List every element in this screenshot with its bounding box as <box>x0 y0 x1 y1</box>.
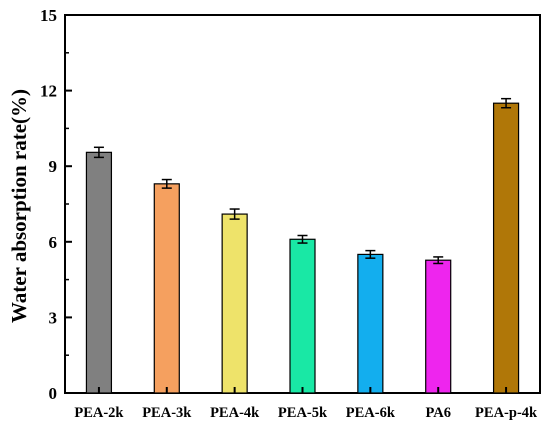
bar <box>153 183 180 394</box>
plot-area: 0 3 6 9 12 15 PEA-2k PEA-3k PEA-4k PEA-5k PEA-6k PA… <box>40 6 541 421</box>
x-tick-label: PEA-5k <box>278 405 328 421</box>
bar <box>492 102 520 394</box>
x-tick-label: PA6 <box>425 405 451 421</box>
bar <box>357 253 384 394</box>
x-tick-label: PEA-6k <box>346 405 396 421</box>
bar <box>425 259 452 394</box>
x-tick-label: PEA-3k <box>142 405 192 421</box>
y-tick-label: 3 <box>49 308 58 327</box>
y-tick-label: 12 <box>40 82 57 101</box>
y-tick-label: 15 <box>40 6 57 25</box>
y-tick-label: 0 <box>49 384 58 403</box>
x-tick-label: PEA-p-4k <box>475 405 538 421</box>
bar <box>221 213 248 394</box>
y-tick-label: 9 <box>49 157 58 176</box>
x-tick-label: PEA-2k <box>74 405 124 421</box>
bar <box>85 151 113 394</box>
y-tick-label: 6 <box>49 233 58 252</box>
x-tick-label: PEA-4k <box>210 405 260 421</box>
y-axis-title: Water absorption rate(%) <box>7 89 31 323</box>
bar <box>289 238 316 394</box>
